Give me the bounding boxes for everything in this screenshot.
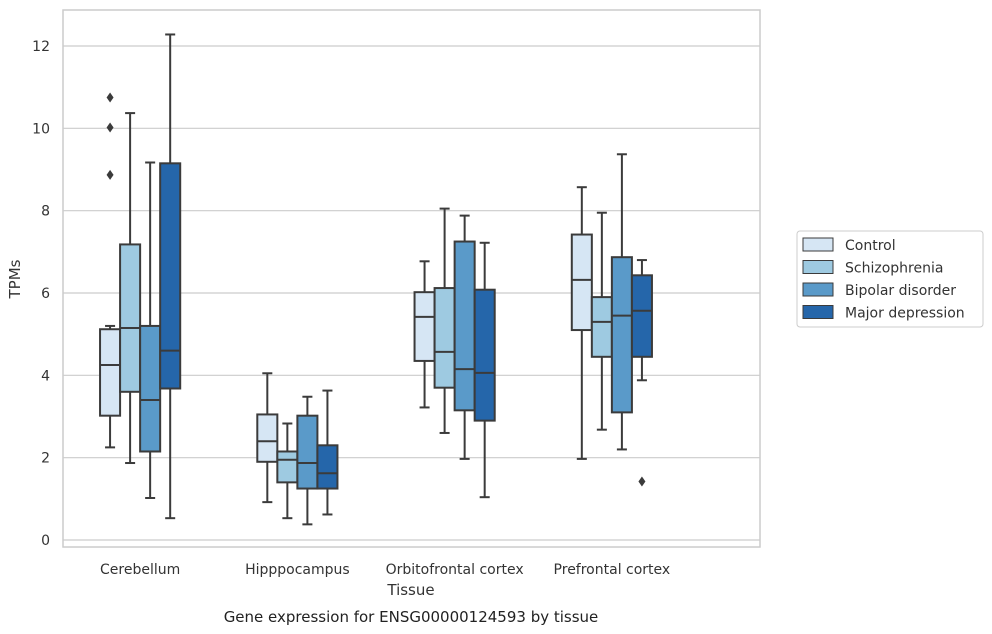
legend-swatch <box>802 237 834 252</box>
x-tick-label: Prefrontal cortex <box>554 562 671 578</box>
y-tick-label: 2 <box>41 451 50 467</box>
box-major-depression <box>316 389 339 516</box>
y-tick-label: 8 <box>41 204 50 220</box>
chart-caption: Gene expression for ENSG00000124593 by t… <box>224 608 599 626</box>
box-schizophrenia <box>590 211 613 431</box>
legend-label: Control <box>845 238 896 254</box>
iqr-box <box>256 413 279 463</box>
box-schizophrenia <box>119 112 142 465</box>
x-axis-title: Tissue <box>386 581 434 599</box>
box-bipolar-disorder <box>296 395 319 526</box>
legend-label: Bipolar disorder <box>845 283 956 299</box>
iqr-box <box>99 328 122 417</box>
legend-swatch <box>802 260 834 274</box>
legend-label: Major depression <box>845 306 965 322</box>
box-control <box>256 372 279 504</box>
y-axis-title: TPMs <box>6 259 24 299</box>
iqr-box <box>433 287 456 389</box>
box-bipolar-disorder <box>139 161 162 500</box>
iqr-box <box>316 444 339 490</box>
x-tick-labels: Cerebellum Hipppocampus Orbitofrontal cort… <box>100 562 670 578</box>
x-tick-label: Cerebellum <box>100 562 180 578</box>
iqr-box <box>139 324 162 453</box>
legend-swatch <box>802 305 834 319</box>
y-tick-label: 4 <box>41 368 50 384</box>
box-major-depression <box>630 259 653 487</box>
box-major-depression <box>473 241 496 499</box>
legend-frame <box>796 230 984 328</box>
iqr-box <box>453 240 476 412</box>
outlier-point <box>106 122 114 133</box>
box-bipolar-disorder <box>453 214 476 460</box>
iqr-box <box>590 296 613 358</box>
iqr-box <box>413 291 436 362</box>
iqr-box <box>610 256 633 414</box>
y-tick-labels: 0 2 4 6 8 10 12 <box>32 39 50 549</box>
legend-swatch <box>802 282 834 297</box>
outlier-point <box>638 476 646 487</box>
y-tick-label: 0 <box>41 533 50 549</box>
x-tick-label: Hipppocampus <box>245 562 350 578</box>
legend: Control Schizophrenia Bipolar disorder Majo… <box>796 230 984 328</box>
iqr-box <box>296 414 319 490</box>
outlier-point <box>106 92 114 103</box>
iqr-box <box>630 274 653 358</box>
iqr-box <box>119 243 142 393</box>
iqr-box <box>473 288 496 422</box>
boxes <box>99 33 653 526</box>
legend-label: Schizophrenia <box>845 261 943 277</box>
outlier-point <box>106 169 114 180</box>
y-tick-label: 10 <box>32 121 50 137</box>
box-control <box>570 186 593 460</box>
box-control <box>413 260 436 409</box>
iqr-box <box>570 233 593 332</box>
box-schizophrenia <box>276 422 299 520</box>
box-major-depression <box>159 33 182 520</box>
iqr-box <box>276 450 299 484</box>
y-tick-label: 12 <box>32 39 50 55</box>
x-tick-label: Orbitofrontal cortex <box>386 562 524 578</box>
iqr-box <box>159 162 182 390</box>
y-tick-label: 6 <box>41 286 50 302</box>
